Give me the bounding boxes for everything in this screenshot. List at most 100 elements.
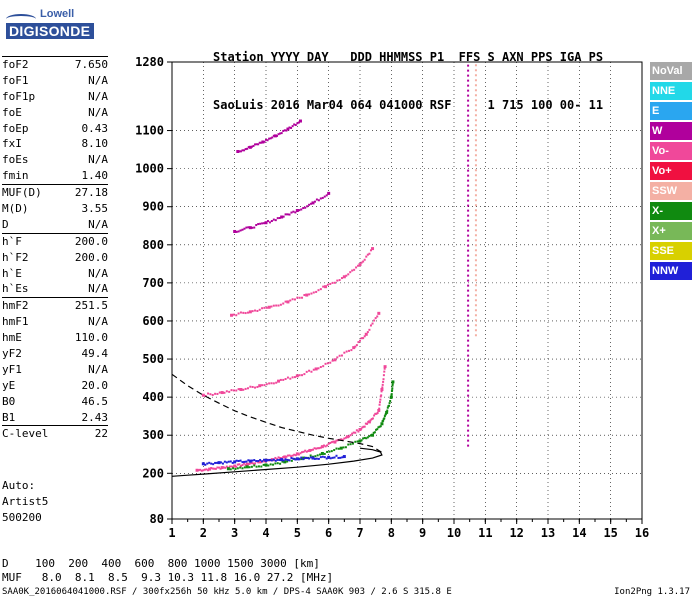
- y-tick-label: 900: [142, 200, 164, 214]
- param-value: 1.40: [81, 169, 109, 183]
- echo-point: [204, 463, 207, 466]
- echo-point: [210, 462, 213, 465]
- echo-point: [379, 395, 382, 398]
- echo-point: [315, 447, 318, 450]
- x-tick-label: 9: [419, 526, 426, 540]
- echo-point: [337, 456, 340, 459]
- legend-entry: SSE: [650, 242, 692, 260]
- echo-point: [282, 456, 285, 459]
- echo-point: [225, 390, 228, 393]
- echo-point: [382, 378, 385, 381]
- echo-point: [303, 373, 306, 376]
- param-value: N/A: [88, 282, 108, 296]
- param-row: foEs N/A: [0, 152, 110, 168]
- echo-point: [293, 453, 296, 456]
- x-tick-label: 8: [388, 526, 395, 540]
- echo-point: [311, 456, 315, 460]
- echo-point: [335, 447, 338, 450]
- echo-point: [268, 382, 271, 385]
- echo-point: [247, 146, 250, 149]
- echo-point: [317, 457, 320, 460]
- param-name: h`F2: [2, 250, 29, 264]
- echo-point: [369, 419, 372, 422]
- echo-point: [283, 460, 287, 464]
- param-row: B0 46.5: [0, 394, 110, 410]
- echo-point: [358, 439, 362, 443]
- echo-point: [258, 308, 261, 311]
- echo-point: [246, 311, 249, 314]
- echo-point: [327, 455, 331, 459]
- echo-point: [247, 459, 250, 462]
- echo-point: [257, 465, 260, 468]
- echo-point: [243, 149, 246, 152]
- param-name: M(D): [2, 202, 29, 216]
- param-value: N/A: [88, 315, 108, 329]
- param-row: h`F 200.0: [0, 234, 110, 250]
- echo-point: [333, 456, 336, 459]
- echo-point: [269, 463, 272, 466]
- echo-point: [238, 150, 241, 153]
- echo-point: [357, 430, 360, 433]
- echo-point: [232, 467, 235, 470]
- legend-entry: Vo-: [650, 142, 692, 160]
- echo-point: [220, 391, 224, 395]
- scaled-parameters-panel: foF2 7.650 foF1 N/A foF1p N/A foE N/A foEp 0.43 fx…: [0, 56, 110, 442]
- software-version: Ion2Png 1.3.17: [614, 587, 690, 597]
- echo-point: [312, 291, 315, 294]
- legend-entry: W: [650, 122, 692, 140]
- echo-point: [242, 311, 245, 314]
- echo-point: [321, 196, 324, 199]
- echo-point: [201, 462, 205, 466]
- param-row: C-level 22: [0, 426, 110, 442]
- echo-point: [248, 466, 251, 469]
- echo-point: [237, 230, 240, 233]
- echo-point: [267, 305, 271, 309]
- echo-point: [391, 383, 394, 386]
- echo-point: [277, 133, 280, 136]
- echo-point: [323, 195, 326, 198]
- echo-point: [317, 199, 320, 202]
- param-name: foF1p: [2, 89, 36, 103]
- x-tick-label: 5: [294, 526, 301, 540]
- echo-point: [203, 468, 206, 471]
- echo-point: [246, 147, 249, 150]
- param-name: fxI: [2, 137, 22, 151]
- echo-point: [212, 463, 215, 466]
- echo-point: [233, 460, 237, 464]
- y-tick-label: 80: [150, 512, 164, 526]
- echo-point: [268, 458, 271, 461]
- echo-point: [221, 462, 224, 465]
- y-tick-label: 1100: [135, 124, 164, 138]
- echo-point: [297, 453, 300, 456]
- echo-point: [290, 211, 293, 214]
- echo-point: [248, 145, 252, 149]
- param-row: foF1p N/A: [0, 89, 110, 105]
- param-name: yF1: [2, 362, 22, 376]
- echo-point: [349, 434, 352, 437]
- echo-point: [333, 281, 336, 284]
- echo-point: [361, 426, 364, 429]
- echo-point: [351, 269, 354, 272]
- echo-point: [244, 148, 247, 151]
- param-separator: [2, 56, 108, 57]
- echo-point: [378, 403, 381, 406]
- param-row: hmE 110.0: [0, 330, 110, 346]
- echo-point: [282, 459, 285, 462]
- echo-point: [230, 389, 233, 392]
- digisonde-logo: Lowell DIGISONDE: [4, 6, 95, 42]
- echo-point: [371, 417, 374, 420]
- echo-point: [362, 425, 365, 428]
- echo-point: [272, 134, 275, 137]
- echo-point: [357, 264, 360, 267]
- echo-point: [290, 455, 293, 458]
- echo-point: [248, 310, 252, 314]
- echo-point: [337, 447, 340, 450]
- echo-point: [315, 290, 318, 293]
- param-value: 8.10: [81, 137, 109, 151]
- echo-point: [338, 354, 341, 357]
- legend-entry: NNE: [650, 82, 692, 100]
- echo-point: [277, 456, 280, 459]
- echo-point: [297, 121, 300, 124]
- param-name: foEp: [2, 121, 29, 135]
- echo-point: [330, 450, 333, 453]
